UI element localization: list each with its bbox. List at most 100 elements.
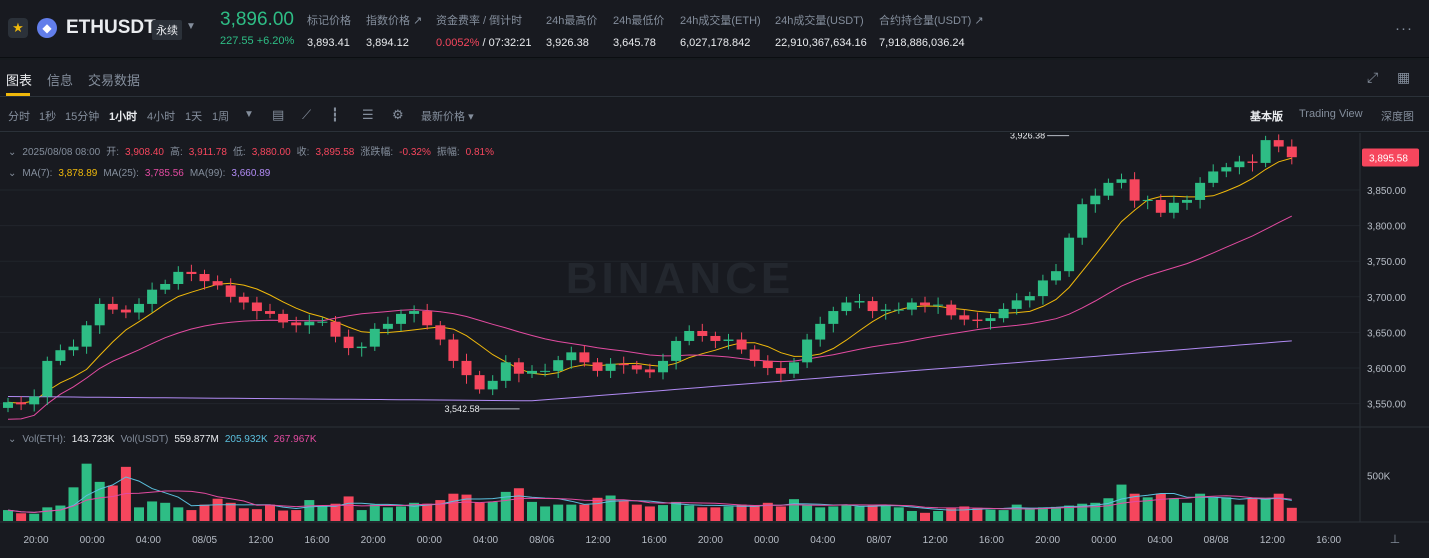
price-tick-label: 3,650.00 bbox=[1367, 328, 1406, 339]
candle bbox=[1182, 195, 1192, 210]
candle-type-icon[interactable]: ┇ bbox=[331, 107, 339, 122]
candle bbox=[186, 264, 197, 282]
volume-bar bbox=[278, 510, 289, 521]
axis-reset-icon: ⊥ bbox=[1390, 532, 1400, 546]
candle bbox=[579, 345, 590, 367]
volume-bar bbox=[1011, 504, 1022, 521]
candle bbox=[893, 302, 904, 314]
volume-bar bbox=[723, 506, 734, 521]
candle-body bbox=[749, 349, 760, 361]
candle-body bbox=[16, 402, 27, 405]
volume-bar bbox=[906, 510, 917, 521]
volume-bar bbox=[1260, 497, 1271, 521]
candle-body bbox=[1090, 195, 1101, 205]
ma-info: ⌄ MA(7): 3,878.89 MA(25): 3,785.56 MA(99): 3,6… bbox=[8, 168, 276, 179]
timeframe-1s[interactable]: 1秒 bbox=[39, 111, 57, 123]
candle bbox=[1142, 195, 1153, 210]
timeframe-1d[interactable]: 1天 bbox=[185, 111, 203, 123]
settings-gear-icon[interactable]: ⚙ bbox=[392, 107, 404, 122]
favorite-star-icon[interactable]: ★ bbox=[8, 18, 28, 38]
stat-value: 7,918,886,036.24 bbox=[879, 37, 965, 49]
stat-label: 24h最低价 bbox=[613, 15, 665, 27]
timeframe-1w[interactable]: 1周 bbox=[212, 111, 230, 123]
time-tick-label: 00:00 bbox=[80, 535, 105, 546]
volume-bar bbox=[867, 505, 878, 521]
tab-info[interactable]: 信息 bbox=[47, 73, 74, 88]
chevron-down-icon[interactable]: ⌄ bbox=[8, 434, 17, 445]
candle-body bbox=[906, 302, 917, 310]
candle bbox=[684, 325, 695, 346]
candle bbox=[972, 312, 983, 329]
candle-body bbox=[422, 311, 433, 326]
candle bbox=[854, 293, 865, 309]
candle bbox=[1247, 154, 1258, 172]
volume-bar bbox=[1195, 493, 1206, 521]
candle-body bbox=[710, 335, 721, 341]
volume-bar bbox=[474, 502, 485, 521]
candle-body bbox=[854, 301, 865, 303]
candle-body bbox=[933, 304, 944, 306]
calendar-icon[interactable]: ▤ bbox=[272, 107, 285, 122]
candle bbox=[1195, 177, 1206, 209]
stat-open-interest[interactable]: 合约持仓量(USDT) ↗ 7,918,886,036.24 bbox=[879, 12, 984, 49]
price-type-select[interactable]: 最新价格 ▾ bbox=[421, 108, 474, 124]
symbol-dropdown-icon[interactable]: ▼ bbox=[186, 21, 196, 32]
candle-body bbox=[487, 380, 498, 390]
chart-area[interactable]: BINANCE 3,850.00 3,800.00 3,750.00 3,700.00… bbox=[0, 133, 1429, 558]
layout-grid-icon[interactable]: ▦ bbox=[1397, 69, 1411, 85]
chart-toolbar: 分时 1秒 15分钟 1小时 4小时 1天 1周 ▼ ▤ ⟋ ┇ ☰ ⚙ 最新价… bbox=[0, 98, 1429, 132]
candle bbox=[94, 298, 105, 334]
chevron-down-icon[interactable]: ⌄ bbox=[8, 168, 17, 179]
candle-body bbox=[1037, 280, 1048, 297]
candle-body bbox=[513, 362, 524, 374]
candle-body bbox=[186, 271, 197, 275]
candle-body bbox=[225, 285, 236, 297]
timeframe-4h[interactable]: 4小时 bbox=[147, 111, 176, 123]
candlestick-chart[interactable]: BINANCE 3,850.00 3,800.00 3,750.00 3,700.00… bbox=[0, 133, 1429, 558]
more-icon[interactable]: ··· bbox=[1395, 20, 1413, 37]
candle bbox=[356, 342, 367, 357]
volume-bar bbox=[422, 503, 433, 521]
view-depth[interactable]: 深度图 bbox=[1381, 111, 1414, 123]
timeframe-time[interactable]: 分时 bbox=[8, 111, 30, 123]
more-timeframes-icon[interactable]: ▼ bbox=[244, 109, 254, 120]
tab-chart[interactable]: 图表 bbox=[6, 73, 33, 88]
high-low-markers: 3,926.38 3,542.58 bbox=[445, 133, 1070, 414]
candle bbox=[710, 331, 721, 349]
stat-label: 指数价格 ↗ bbox=[366, 15, 423, 27]
time-tick-label: 12:00 bbox=[248, 535, 273, 546]
volume-bar bbox=[29, 513, 40, 521]
stat-index-price[interactable]: 指数价格 ↗ 3,894.12 bbox=[366, 12, 422, 49]
volume-bar bbox=[81, 463, 92, 521]
view-tradingview[interactable]: Trading View bbox=[1299, 108, 1363, 120]
candle bbox=[409, 305, 420, 323]
indicator-icon[interactable]: ⟋ bbox=[302, 107, 312, 122]
candle-body bbox=[3, 402, 13, 408]
candle-body bbox=[409, 311, 420, 314]
candle-body bbox=[1168, 202, 1179, 213]
volume-bar bbox=[789, 499, 799, 521]
candle bbox=[55, 344, 66, 366]
volume-bar bbox=[251, 509, 262, 521]
volume-bar bbox=[396, 506, 406, 521]
fullscreen-icon[interactable]: ⤢ bbox=[1367, 69, 1379, 85]
candle bbox=[527, 365, 537, 378]
chevron-down-icon[interactable]: ⌄ bbox=[8, 147, 17, 158]
symbol-title[interactable]: ETHUSDT bbox=[66, 17, 156, 38]
candle bbox=[396, 309, 406, 331]
timeframe-1h[interactable]: 1小时 bbox=[109, 111, 138, 123]
volume-bar bbox=[1024, 508, 1035, 521]
contract-type-badge[interactable]: 永续 bbox=[152, 20, 182, 40]
amplitude-label: 振幅: bbox=[436, 147, 460, 158]
candle-body bbox=[278, 313, 289, 323]
drawing-icon[interactable]: ☰ bbox=[362, 107, 374, 122]
time-tick-label: 04:00 bbox=[473, 535, 498, 546]
candle bbox=[540, 363, 551, 377]
stat-value: 3,645.78 bbox=[613, 37, 656, 49]
timeframe-15m[interactable]: 15分钟 bbox=[65, 111, 100, 123]
candle bbox=[566, 346, 577, 369]
view-basic[interactable]: 基本版 bbox=[1250, 111, 1283, 123]
tab-trading-data[interactable]: 交易数据 bbox=[88, 73, 141, 88]
volume-bar bbox=[1247, 498, 1258, 521]
volume-bar bbox=[94, 481, 105, 521]
